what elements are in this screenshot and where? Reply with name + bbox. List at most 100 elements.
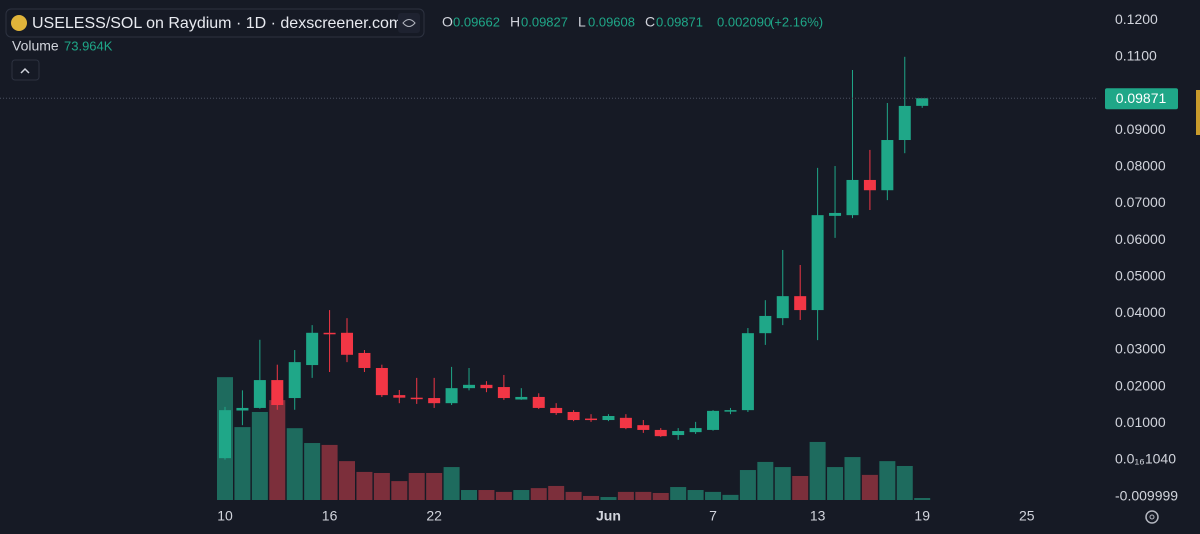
x-tick-label: 16	[322, 508, 338, 524]
eye-icon[interactable]	[402, 19, 416, 27]
candle-body	[846, 179, 859, 216]
volume-bar	[809, 441, 826, 500]
volume-bar	[478, 490, 495, 500]
volume-bar	[687, 490, 704, 500]
ohlc-change: 0.002090	[717, 14, 771, 29]
candle-body	[253, 380, 266, 408]
volume-bar	[670, 487, 687, 500]
volume-bar	[652, 492, 669, 500]
volume-bar	[722, 494, 739, 500]
candle-body	[410, 397, 423, 400]
y-tick-label: 0.02000	[1115, 377, 1166, 393]
candle-body	[306, 332, 319, 366]
volume-bar	[461, 490, 478, 500]
volume-bar	[896, 465, 913, 500]
candle-body	[323, 332, 336, 335]
last-price-box	[1105, 88, 1178, 110]
volume-bar	[879, 461, 896, 500]
candle-body	[358, 352, 371, 368]
y-tick-label: 0.05000	[1115, 267, 1166, 283]
volume-bar	[356, 471, 373, 500]
candle-body	[428, 398, 441, 404]
ohlc-h-value: 0.09827	[521, 14, 568, 29]
x-tick-label: 10	[217, 508, 233, 524]
candle-body	[515, 396, 528, 400]
candle-body	[724, 410, 737, 412]
volume-bar	[286, 428, 303, 500]
candle-body	[863, 179, 876, 191]
candle-body	[829, 212, 842, 216]
collapse-icon[interactable]	[20, 67, 30, 74]
candle-body	[881, 140, 894, 191]
volume-bar	[321, 444, 338, 500]
candle-body	[794, 296, 807, 311]
ohlc-change-pct: (+2.16%)	[770, 14, 823, 29]
ohlc-l-value: 0.09608	[588, 14, 635, 29]
volume-bar	[914, 498, 931, 500]
volume-bar	[583, 495, 600, 500]
volume-bar	[548, 485, 565, 500]
candle-body	[463, 384, 476, 389]
volume-bar	[861, 474, 878, 500]
ohlc-l-label: L	[578, 14, 586, 30]
x-tick-label: 25	[1019, 508, 1035, 524]
ohlc-c-label: C	[645, 14, 655, 30]
y-tick-label: 0.08000	[1115, 157, 1166, 173]
x-tick-label: 13	[810, 508, 826, 524]
candle-body	[480, 384, 493, 389]
candle-body	[759, 315, 772, 334]
candle-body	[532, 396, 545, 408]
volume-bar	[565, 491, 582, 500]
candle-body	[776, 296, 789, 319]
ohlc-legend: O 0.09662 H 0.09827 L 0.09608 C 0.09871 …	[442, 14, 823, 30]
candle-body	[393, 395, 406, 398]
title-box	[5, 8, 425, 38]
collapse-button-box[interactable]	[11, 59, 40, 81]
volume-bar	[234, 427, 251, 500]
y-tick-label: 0.09000	[1115, 121, 1166, 137]
candle-body	[811, 215, 824, 311]
hide-button[interactable]	[398, 13, 420, 33]
candle-body	[637, 425, 650, 430]
volume-bar	[391, 481, 408, 500]
candle-body	[341, 332, 354, 355]
volume-bar	[304, 443, 321, 500]
candle-body	[271, 380, 284, 406]
candle-body	[497, 387, 510, 399]
gear-center[interactable]	[1149, 514, 1155, 520]
y-tick-label: 0.03000	[1115, 341, 1166, 357]
candle-body	[550, 407, 563, 414]
settings-button[interactable]	[1145, 510, 1159, 524]
candle-body	[707, 410, 720, 430]
volume-bar	[705, 491, 722, 500]
x-tick-label: 22	[426, 508, 442, 524]
volume-bar	[827, 467, 844, 500]
candle-body	[288, 362, 301, 399]
hide-button-bg[interactable]	[398, 13, 420, 33]
collapse-button[interactable]	[11, 59, 40, 81]
volume-bar	[373, 473, 390, 500]
token-logo	[11, 15, 27, 31]
volume-legend-value: 73.964K	[64, 38, 113, 53]
candle-body	[602, 416, 615, 421]
volume-bar	[269, 400, 286, 500]
volume-bar	[426, 473, 443, 500]
gear-icon[interactable]	[1145, 510, 1159, 524]
ohlc-h-label: H	[510, 14, 520, 30]
volume-bar	[251, 411, 268, 500]
candle-body	[445, 388, 458, 404]
y-tick-label: 0.01000	[1115, 414, 1166, 430]
volume-bar	[774, 467, 791, 500]
ohlc-o-value: 0.09662	[453, 14, 500, 29]
candle-body	[654, 429, 667, 437]
last-price-label: 0.09871	[1116, 90, 1167, 106]
candle-body	[741, 333, 754, 411]
axis-scrollbar	[1196, 90, 1200, 135]
volume-bar	[495, 491, 512, 500]
volume-bar	[408, 473, 425, 500]
volume-bar	[513, 490, 530, 500]
candle-body	[236, 407, 249, 411]
